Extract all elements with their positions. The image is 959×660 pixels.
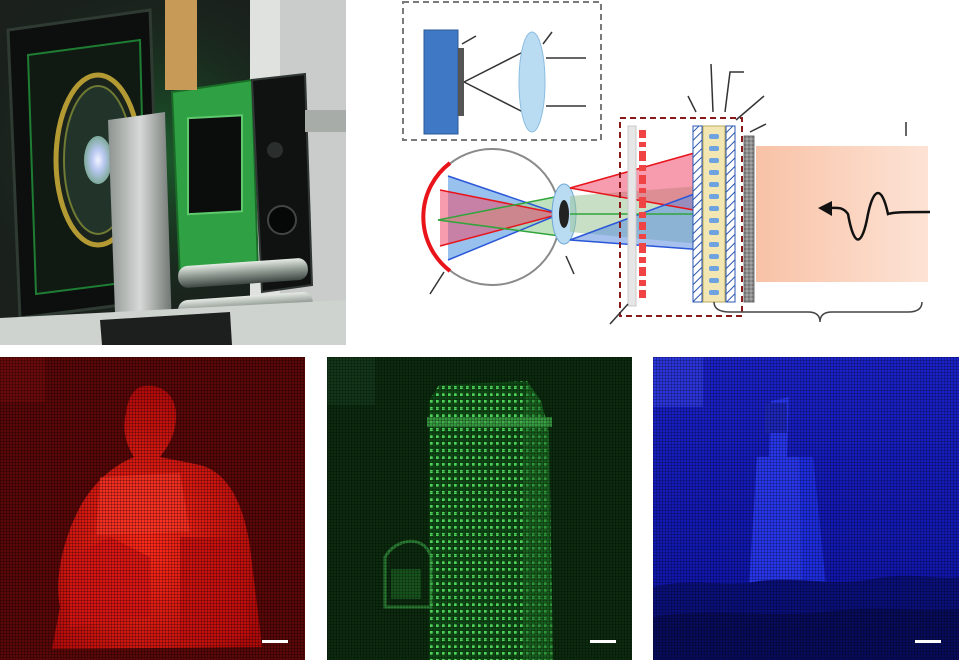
optical-schematic xyxy=(400,0,959,345)
scale-bar xyxy=(590,640,616,643)
device-box xyxy=(619,117,743,317)
brace xyxy=(713,301,923,323)
eye-diagram xyxy=(421,148,577,295)
green-hologram-image xyxy=(327,357,632,660)
blue-hologram-image xyxy=(653,357,959,660)
leader-lines xyxy=(609,63,767,325)
laser-beam xyxy=(756,122,931,282)
scale-bar xyxy=(915,640,941,643)
prototype-photo xyxy=(0,0,346,345)
camera-inset xyxy=(402,1,602,141)
device-layers xyxy=(627,125,755,307)
red-hologram-image xyxy=(0,357,305,660)
ray-bundle xyxy=(569,149,706,251)
scale-bar xyxy=(262,640,288,643)
